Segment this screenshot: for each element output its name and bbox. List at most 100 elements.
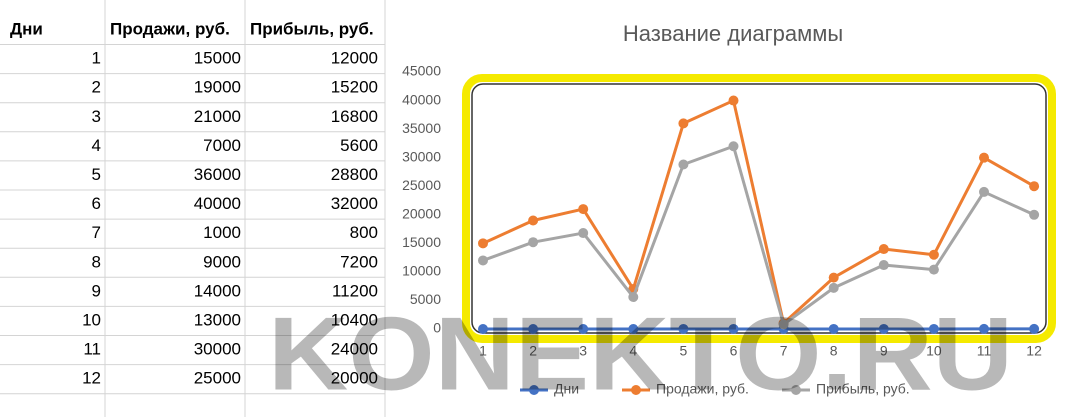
table-cell: 1 — [92, 49, 101, 68]
data-point — [979, 152, 989, 163]
legend-label: Дни — [554, 381, 579, 397]
data-point — [478, 255, 488, 266]
data-point — [528, 323, 539, 334]
watermark: KONEKTO.RU — [268, 296, 1013, 412]
highlight-frame-inner — [471, 83, 1047, 334]
data-point — [678, 118, 689, 129]
legend-label: Продажи, руб. — [656, 381, 749, 397]
data-point — [878, 244, 889, 255]
table-cell: 10 — [82, 310, 101, 329]
table-cell: 5 — [92, 165, 101, 184]
table-cell: 40000 — [194, 194, 241, 213]
x-tick-label: 11 — [977, 343, 992, 359]
table-cell: 19000 — [194, 78, 241, 97]
data-point — [478, 238, 488, 249]
data-point — [728, 323, 739, 334]
table-cell: 15200 — [331, 78, 378, 97]
x-tick-label: 1 — [479, 343, 487, 359]
table-cell: 25000 — [194, 369, 241, 388]
data-point — [578, 204, 589, 215]
table-cell: 9000 — [203, 252, 241, 271]
table-cell: 2 — [92, 78, 101, 97]
data-point — [1029, 323, 1040, 334]
data-point — [878, 323, 889, 334]
series-line — [482, 99, 1035, 325]
highlight-frame — [462, 74, 1056, 343]
x-tick-label: 9 — [880, 343, 888, 359]
chart-area — [390, 0, 1065, 417]
y-tick-label: 10000 — [402, 263, 441, 279]
table-cell: 7200 — [340, 252, 378, 271]
data-point — [928, 249, 939, 260]
x-tick-label: 8 — [830, 343, 838, 359]
table-cell: 3 — [92, 107, 101, 126]
data-point — [1029, 181, 1040, 192]
header-cell: Прибыль, руб. — [250, 19, 374, 38]
y-tick-label: 25000 — [402, 177, 441, 193]
y-tick-label: 30000 — [402, 148, 441, 164]
table-cell: 6 — [92, 194, 101, 213]
table-cell: 15000 — [194, 49, 241, 68]
x-tick-label: 6 — [730, 343, 738, 359]
x-tick-label: 12 — [1026, 343, 1042, 359]
table-cell: 800 — [350, 223, 378, 242]
data-point — [628, 323, 639, 334]
y-tick-label: 20000 — [402, 205, 441, 221]
data-point — [828, 323, 839, 334]
x-tick-label: 4 — [629, 343, 637, 359]
table-cell: 16800 — [331, 107, 378, 126]
data-point — [828, 282, 839, 293]
header-cell: Дни — [10, 19, 43, 38]
data-point — [578, 323, 589, 334]
x-tick-label: 10 — [926, 343, 942, 359]
table-cell: 13000 — [194, 310, 241, 329]
header-cell: Продажи, руб. — [110, 19, 230, 38]
data-point — [979, 323, 989, 334]
y-tick-label: 45000 — [402, 63, 441, 79]
data-point — [928, 323, 939, 334]
data-point — [778, 319, 789, 330]
table-cell: 12 — [82, 369, 101, 388]
table-cell: 36000 — [194, 165, 241, 184]
sheet-grid — [0, 0, 386, 417]
data-point — [678, 159, 689, 170]
data-point — [728, 141, 739, 152]
table-cell: 14000 — [194, 281, 241, 300]
data-point — [578, 228, 589, 239]
data-point — [628, 292, 639, 303]
data-point — [478, 323, 488, 334]
table-cell: 21000 — [194, 107, 241, 126]
data-point — [678, 323, 689, 334]
data-point — [528, 237, 539, 248]
table-cell: 28800 — [331, 165, 378, 184]
x-tick-label: 7 — [780, 343, 788, 359]
table-cell: 24000 — [331, 340, 378, 359]
table-cell: 30000 — [194, 340, 241, 359]
table-cell: 5600 — [340, 136, 378, 155]
data-point — [728, 95, 739, 106]
table-cell: 10400 — [331, 310, 378, 329]
table-cell: 1000 — [203, 223, 241, 242]
y-tick-label: 0 — [433, 320, 441, 336]
table-cell: 8 — [92, 252, 101, 271]
data-point — [979, 186, 989, 197]
x-tick-label: 3 — [579, 343, 587, 359]
series-line — [482, 144, 1035, 326]
data-point — [528, 215, 539, 226]
data-point — [828, 272, 839, 283]
table-cell: 4 — [92, 136, 101, 155]
table-cell: 7 — [92, 223, 101, 242]
table-cell: 7000 — [203, 136, 241, 155]
table-cell: 32000 — [331, 194, 378, 213]
x-tick-label: 5 — [680, 343, 688, 359]
y-tick-label: 5000 — [410, 291, 441, 307]
chart-title: Название диаграммы — [623, 21, 843, 46]
legend-label: Прибыль, руб. — [816, 381, 910, 397]
data-point — [1029, 209, 1040, 220]
data-point — [878, 260, 889, 271]
y-tick-label: 35000 — [402, 120, 441, 136]
y-tick-label: 15000 — [402, 234, 441, 250]
table-cell: 11 — [83, 340, 101, 359]
table-cell: 12000 — [331, 49, 378, 68]
legend-marker — [529, 385, 539, 395]
